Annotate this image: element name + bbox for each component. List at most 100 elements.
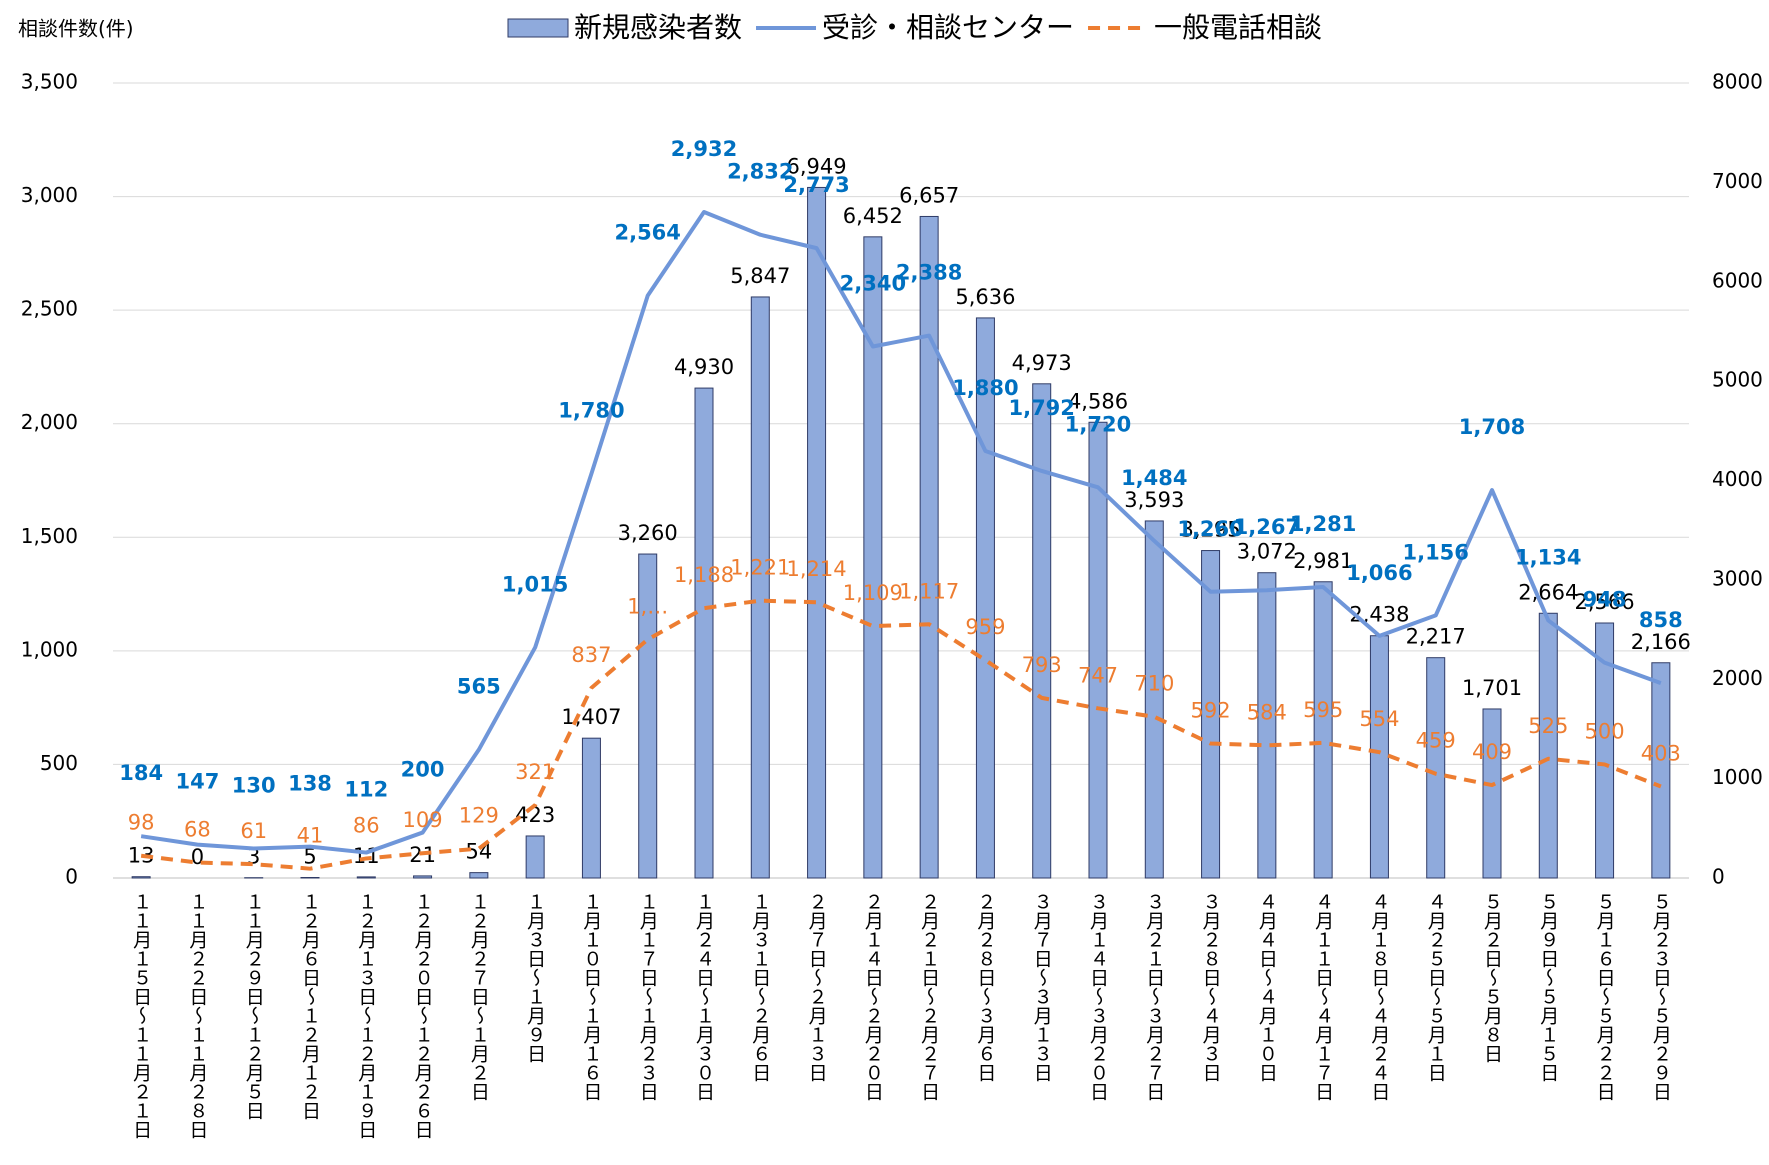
bar: [694, 387, 714, 879]
line-value-label: 948: [1583, 588, 1627, 612]
y2-tick-label: 4000: [1712, 467, 1763, 491]
line-value-label: 1,720: [1065, 412, 1131, 436]
bar-value-label: 2,566: [1575, 590, 1635, 614]
x-tick-label: １１月２９日～１２月５日: [243, 892, 265, 1120]
bar: [581, 737, 601, 879]
bar: [131, 876, 151, 879]
bar: [750, 296, 770, 879]
line-value-label: 147: [176, 770, 220, 794]
bar: [1088, 421, 1108, 879]
bar-value-label: 1,701: [1462, 676, 1522, 700]
x-tick-label: １月２４日～１月３０日: [693, 892, 715, 1101]
x-tick-label: ２月２８日～３月６日: [974, 892, 996, 1082]
line-value-label: 138: [288, 772, 332, 796]
line-value-label: 129: [459, 804, 499, 828]
line-value-label: 1,708: [1459, 415, 1525, 439]
bar: [1426, 657, 1446, 879]
line-value-label: 1,267: [1234, 515, 1300, 539]
bar-value-label: 2,217: [1406, 625, 1466, 649]
y2-tick-label: 3000: [1712, 566, 1763, 590]
x-tick-label: １月１７日～１月２３日: [637, 892, 659, 1101]
line-value-label: 1,780: [558, 399, 624, 423]
bar-value-label: 3,072: [1237, 540, 1297, 564]
line: [140, 210, 1662, 855]
line-value-label: 2,932: [671, 137, 737, 161]
y2-tick-label: 7000: [1712, 169, 1763, 193]
bar-value-label: 2,664: [1518, 580, 1578, 604]
line-value-label: 1,214: [787, 557, 847, 581]
line-value-label: 68: [184, 818, 211, 842]
line-value-label: 592: [1191, 699, 1231, 723]
line-value-label: 200: [401, 758, 445, 782]
bar-value-label: 2,438: [1349, 603, 1409, 627]
bar: [1257, 572, 1277, 879]
bar-value-label: 4,973: [1012, 351, 1072, 375]
bar-value-label: 2,166: [1631, 630, 1691, 654]
line-value-label: 459: [1416, 729, 1456, 753]
y-tick-label: 500: [40, 751, 78, 775]
line-value-label: 565: [457, 675, 501, 699]
bar-value-label: 4,930: [674, 355, 734, 379]
bar: [1482, 708, 1502, 879]
y-axis-title: 相談件数(件): [18, 17, 134, 41]
line-value-label: 1,117: [899, 579, 959, 603]
y2-tick-label: 8000: [1712, 70, 1763, 94]
bar: [1032, 383, 1052, 879]
line-value-label: 793: [1022, 653, 1062, 677]
x-tick-label: ２月１４日～２月２０日: [862, 892, 884, 1101]
line-value-label: 184: [119, 761, 163, 785]
bar: [525, 835, 545, 879]
x-tick-label: １２月６日～１２月１２日: [299, 892, 321, 1120]
bar: [1538, 612, 1558, 879]
line-value-label: 2,564: [614, 221, 680, 245]
y-tick-label: 3,000: [21, 183, 78, 207]
line-value-label: 1,…: [627, 595, 668, 619]
line-value-label: 61: [240, 819, 267, 843]
x-tick-label: １月３日～１月９日: [524, 892, 546, 1063]
y2-tick-label: 6000: [1712, 268, 1763, 292]
x-tick-label: ３月２１日～３月２７日: [1143, 892, 1165, 1101]
bar-value-label: 0: [191, 845, 204, 869]
y-tick-label: 1,000: [21, 637, 78, 661]
line-value-label: 837: [571, 643, 611, 667]
line-value-label: 2,773: [783, 173, 849, 197]
line-value-label: 1,015: [502, 572, 568, 596]
y-tick-label: 3,500: [21, 70, 78, 94]
x-tick-label: １月１０日～１月１６日: [580, 892, 602, 1101]
bar-value-label: 6,949: [787, 154, 847, 178]
x-tick-label: ４月１８日～４月２４日: [1368, 892, 1390, 1101]
x-tick-label: ２月２１日～２月２７日: [918, 892, 940, 1101]
bar-value-label: 4,586: [1068, 389, 1128, 413]
line-value-label: 595: [1303, 698, 1343, 722]
bar-value-label: 6,657: [899, 183, 959, 207]
line-value-label: 500: [1585, 719, 1625, 743]
x-tick-label: ３月２８日～４月３日: [1200, 892, 1222, 1082]
bar-value-label: 3,295: [1181, 518, 1241, 542]
bar-value-label: 5: [303, 845, 316, 869]
y-tick-label: 2,500: [21, 297, 78, 321]
line-value-label: 109: [403, 808, 443, 832]
line-value-label: 959: [965, 615, 1005, 639]
line-value-label: 1,484: [1121, 466, 1187, 490]
line-value-label: 112: [344, 778, 388, 802]
line-value-label: 1,880: [952, 376, 1018, 400]
x-tick-label: ３月７日～３月１３日: [1031, 892, 1053, 1082]
line-value-label: 1,281: [1290, 512, 1356, 536]
bar-value-label: 5,636: [955, 285, 1015, 309]
x-tick-label: ５月９日～５月１５日: [1537, 892, 1559, 1082]
y2-tick-label: 0: [1712, 865, 1725, 889]
bar: [1313, 581, 1333, 879]
x-tick-label: ４月２５日～５月１日: [1425, 892, 1447, 1082]
y-tick-label: 2,000: [21, 410, 78, 434]
bar: [975, 317, 995, 879]
bar: [1651, 662, 1671, 879]
bar: [1201, 550, 1221, 879]
line-value-label: 1,221: [730, 556, 790, 580]
line-value-label: 525: [1528, 714, 1568, 738]
y-tick-label: 0: [65, 865, 78, 889]
y2-tick-label: 1000: [1712, 765, 1763, 789]
line-value-label: 710: [1134, 672, 1174, 696]
line-value-label: 403: [1641, 741, 1681, 765]
line-value-label: 130: [232, 773, 276, 797]
